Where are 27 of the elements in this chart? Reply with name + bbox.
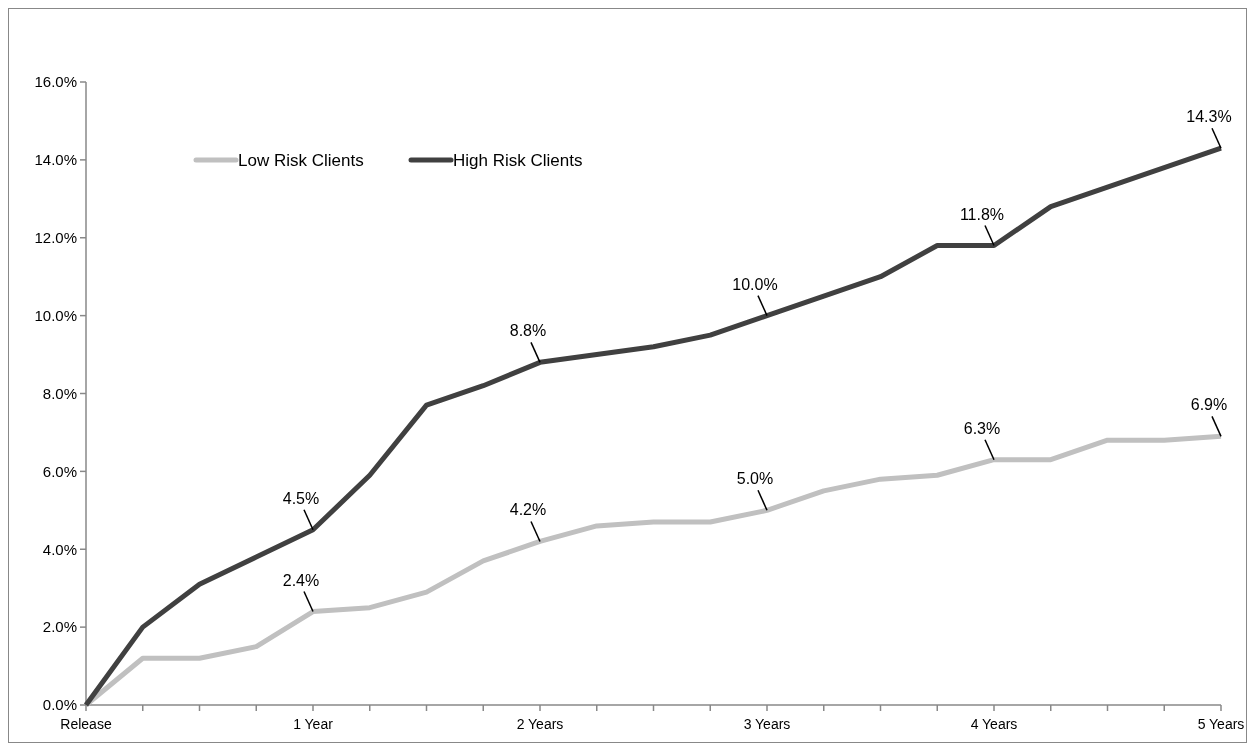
data-label: 14.3% [1186, 108, 1232, 126]
y-tick-label: 8.0% [42, 384, 77, 402]
y-tick-label: 6.0% [42, 462, 77, 480]
data-label: 4.5% [282, 489, 320, 507]
data-label: 6.3% [963, 419, 1001, 437]
data-label: 5.0% [736, 470, 774, 488]
y-tick-label: 14.0% [34, 151, 77, 169]
x-tick-label: Release [60, 716, 112, 732]
legend-label: Low Risk Clients [238, 151, 364, 170]
data-label: 10.0% [732, 275, 778, 293]
y-tick-label: 16.0% [34, 73, 77, 91]
x-tick-label: 5 Years [1197, 716, 1245, 732]
y-tick-label: 2.0% [42, 618, 77, 636]
data-label: 8.8% [509, 322, 547, 340]
data-label: 6.9% [1190, 396, 1228, 414]
data-label: 11.8% [959, 205, 1005, 223]
y-tick-label: 4.0% [42, 540, 77, 558]
y-tick-label: 12.0% [34, 229, 77, 246]
data-label: 2.4% [282, 571, 320, 589]
y-tick-label: 0.0% [42, 696, 77, 714]
y-tick-label: 10.0% [34, 306, 77, 324]
x-tick-label: 2 Years [516, 716, 564, 732]
x-tick-label: 4 Years [970, 716, 1018, 732]
x-tick-label: 1 Year [293, 716, 334, 732]
data-label: 4.2% [509, 501, 547, 519]
x-tick-label: 3 Years [743, 716, 791, 732]
legend-label: High Risk Clients [453, 151, 583, 170]
